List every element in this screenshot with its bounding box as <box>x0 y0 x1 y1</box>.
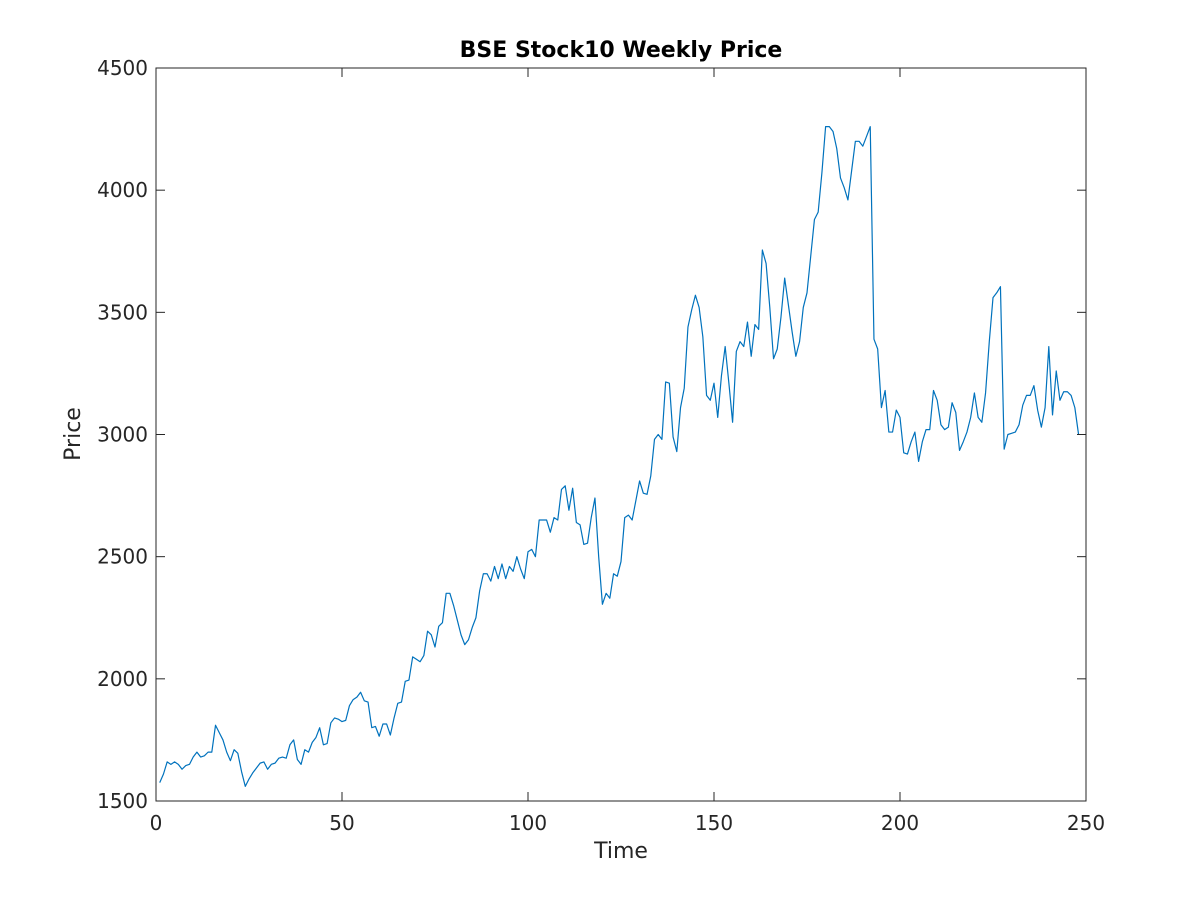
series-layer <box>159 126 1080 787</box>
plot-area <box>156 68 1086 801</box>
x-axis-label: Time <box>593 839 648 864</box>
y-tick-label: 2500 <box>97 545 148 569</box>
y-tick-label: 4500 <box>97 56 148 80</box>
y-tick-label: 1500 <box>97 789 148 813</box>
x-tick-label: 0 <box>150 811 163 835</box>
chart-title: BSE Stock10 Weekly Price <box>460 38 783 63</box>
x-tick-label: 100 <box>509 811 547 835</box>
x-tick-label: 150 <box>695 811 733 835</box>
y-tick-label: 3000 <box>97 423 148 447</box>
x-tick-label: 250 <box>1067 811 1105 835</box>
axes-layer: 0 50 100 150 200 250 1500 2000 2500 3000 3500 4000 4… <box>97 56 1105 835</box>
y-tick-label: 2000 <box>97 667 148 691</box>
x-tick-label: 50 <box>329 811 354 835</box>
y-tick-label: 4000 <box>97 178 148 202</box>
series-line-0 <box>159 126 1080 787</box>
x-tick-label: 200 <box>881 811 919 835</box>
y-axis-label: Price <box>61 407 86 461</box>
y-tick-label: 3500 <box>97 300 148 324</box>
